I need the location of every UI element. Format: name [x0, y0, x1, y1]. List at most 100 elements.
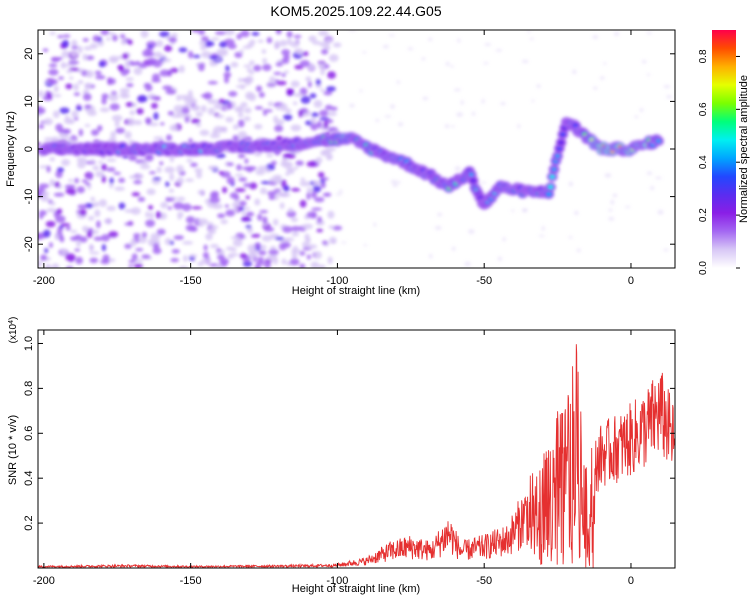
noise-blob [634, 115, 639, 119]
noise-blob [283, 185, 290, 192]
noise-blob [287, 207, 294, 213]
x-tick-label: -50 [476, 275, 492, 287]
noise-blob [324, 192, 332, 197]
noise-blob [153, 136, 164, 140]
noise-blob [71, 39, 78, 48]
noise-blob [131, 192, 141, 197]
noise-blob [282, 225, 293, 233]
x-tick-label: -50 [476, 575, 492, 587]
noise-blob [204, 40, 215, 47]
noise-blob [327, 210, 335, 219]
noise-blob [201, 36, 209, 42]
noise-blob [290, 80, 300, 88]
noise-blob [320, 177, 329, 181]
noise-blob [647, 73, 651, 76]
noise-blob [320, 88, 325, 93]
noise-blob [176, 94, 182, 101]
noise-blob [457, 38, 461, 43]
noise-blob [195, 171, 203, 179]
noise-blob [101, 243, 107, 252]
noise-blob [120, 39, 127, 46]
noise-blob [177, 211, 184, 218]
noise-blob [160, 201, 168, 209]
spectrogram-y-label: Frequency (Hz) [5, 111, 17, 187]
noise-blob [624, 205, 631, 209]
noise-blob [136, 108, 144, 115]
noise-blob [237, 130, 248, 139]
noise-blob [299, 263, 306, 268]
noise-blob [58, 225, 64, 229]
noise-blob [139, 165, 151, 170]
noise-blob [148, 122, 159, 127]
snr-y-multiplier: (x104) [8, 317, 20, 344]
noise-blob [209, 196, 221, 204]
noise-blob [311, 207, 323, 211]
noise-blob [73, 83, 79, 91]
noise-blob [220, 219, 228, 225]
noise-blob [246, 227, 253, 234]
noise-blob [94, 70, 102, 75]
noise-blob [82, 53, 88, 61]
noise-blob [126, 83, 134, 88]
noise-blob [568, 181, 574, 187]
noise-blob [215, 114, 224, 119]
noise-blob [295, 160, 304, 166]
noise-blob [98, 61, 106, 68]
noise-blob [327, 111, 338, 117]
noise-blob [325, 147, 336, 152]
noise-blob [255, 85, 263, 92]
noise-blob [275, 30, 282, 35]
noise-blob [255, 169, 266, 176]
noise-blob [278, 242, 287, 251]
noise-blob [306, 161, 317, 168]
noise-blob [90, 129, 99, 136]
noise-blob [311, 112, 319, 118]
noise-blob [249, 60, 255, 66]
noise-blob [349, 103, 355, 108]
noise-blob [49, 156, 56, 162]
x-tick-label: -200 [33, 275, 55, 287]
noise-blob [130, 207, 141, 215]
noise-blob [323, 120, 329, 129]
noise-blob [219, 258, 230, 265]
noise-blob [307, 81, 312, 88]
snr-y-ticks: 0.2 0.4 0.6 0.8 1.0 [23, 336, 675, 531]
noise-blob [240, 30, 250, 38]
noise-blob [86, 70, 94, 78]
noise-blob [335, 193, 343, 196]
noise-blob [320, 68, 325, 76]
y-tick-label: 0.2 [23, 515, 35, 530]
noise-blob [266, 153, 274, 158]
noise-blob [113, 171, 121, 175]
noise-blob [221, 186, 228, 194]
noise-blob [338, 189, 343, 194]
noise-blob [89, 243, 94, 252]
noise-blob [237, 112, 244, 118]
y-tick-label: 0.8 [23, 381, 35, 396]
noise-blob [291, 231, 300, 237]
snr-y-label: SNR (10 * v/v) [7, 415, 19, 485]
noise-blob [306, 187, 313, 193]
colorbar-tick-label: 0.6 [698, 102, 709, 116]
noise-blob [65, 253, 76, 262]
noise-blob [76, 157, 87, 163]
noise-blob [84, 182, 91, 186]
noise-blob [168, 37, 178, 43]
noise-blob [60, 223, 71, 227]
noise-blob [421, 57, 426, 61]
noise-blob [43, 118, 53, 126]
noise-blob [83, 46, 92, 51]
noise-blob [232, 238, 243, 247]
noise-blob [213, 126, 224, 134]
noise-blob [576, 248, 581, 253]
noise-blob [195, 122, 202, 128]
noise-blob [234, 199, 240, 205]
noise-blob [49, 31, 56, 36]
noise-blob [254, 106, 263, 110]
noise-blob [259, 210, 269, 214]
noise-blob [48, 63, 58, 68]
noise-blob [77, 45, 83, 54]
noise-blob [124, 243, 132, 249]
noise-blob [200, 93, 210, 98]
